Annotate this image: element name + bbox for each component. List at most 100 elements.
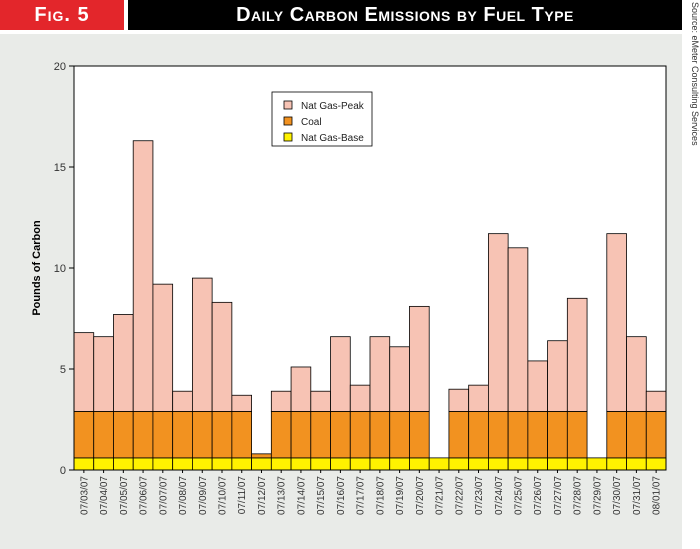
source-credit: Source: eMeter Consulting Services [690,2,700,146]
bar-coal-07-05-07 [113,411,134,459]
bar-base-07-04-07 [93,457,114,471]
bar-coal-07-10-07 [211,411,233,459]
bar-peak-07-27-07 [547,340,568,412]
bar-peak-07-22-07 [448,388,470,412]
bar-peak-07-05-07 [113,314,134,412]
bar-base-07-18-07 [369,457,391,471]
plot-frame [73,65,667,471]
x-tick-label-07-27-07: 07/27/07 [553,476,564,515]
bar-coal-07-23-07 [468,411,489,459]
bar-base-07-22-07 [448,457,470,471]
bar-peak-07-08-07 [172,390,193,412]
x-tick-label-07-28-07: 07/28/07 [573,476,584,515]
bar-peak-07-11-07 [231,394,252,412]
bar-base-07-31-07 [626,457,647,471]
bar-peak-07-18-07 [369,336,391,412]
legend-label-peak: Nat Gas-Peak [301,101,365,112]
x-tick-label-07-23-07: 07/23/07 [474,476,485,515]
bar-base-07-27-07 [547,457,568,471]
bar-peak-07-28-07 [566,297,588,412]
bar-peak-07-31-07 [626,336,647,412]
x-tick-label-07-08-07: 07/08/07 [178,476,189,515]
bar-base-07-12-07 [251,457,272,471]
bar-coal-07-17-07 [349,411,371,459]
bar-base-07-09-07 [191,457,213,471]
bar-base-07-11-07 [231,457,252,471]
bar-coal-07-06-07 [132,411,154,459]
x-tick-label-07-13-07: 07/13/07 [277,476,288,515]
bar-peak-07-06-07 [132,140,154,412]
x-tick-label-07-11-07: 07/11/07 [237,476,248,515]
bar-base-07-23-07 [468,457,489,471]
x-tick-label-07-05-07: 07/05/07 [119,476,130,515]
bar-peak-07-14-07 [290,366,312,412]
x-tick-label-07-12-07: 07/12/07 [257,476,268,515]
bar-base-07-21-07 [428,457,450,471]
x-tick-label-07-07-07: 07/07/07 [158,476,169,515]
bar-base-07-03-07 [73,457,95,471]
bar-base-07-10-07 [211,457,233,471]
bar-base-07-16-07 [330,457,351,471]
bar-base-07-30-07 [606,457,627,471]
bar-coal-07-26-07 [527,411,548,459]
bar-base-07-05-07 [113,457,134,471]
x-tick-label-08-01-07: 08/01/07 [652,476,663,515]
bar-coal-07-30-07 [606,411,627,459]
x-tick-label-07-22-07: 07/22/07 [454,476,465,515]
bar-coal-07-15-07 [310,411,331,459]
x-tick-label-07-29-07: 07/29/07 [592,476,603,515]
bar-coal-07-12-07 [251,453,272,459]
bar-coal-08-01-07 [645,411,667,459]
bar-peak-07-07-07 [152,283,174,412]
legend-label-base: Nat Gas-Base [301,133,364,144]
bar-coal-07-19-07 [389,411,410,459]
bar-coal-07-24-07 [487,411,509,459]
x-tick-label-07-17-07: 07/17/07 [356,476,367,515]
legend-swatch-coal [283,116,293,126]
x-tick-label-07-15-07: 07/15/07 [316,476,327,515]
y-axis-label: Pounds of Carbon [31,220,43,316]
bar-peak-07-13-07 [270,390,292,412]
legend-swatch-base [283,132,293,142]
bar-peak-07-09-07 [191,277,213,412]
x-tick-label-07-10-07: 07/10/07 [218,476,229,515]
y-axis: 0 5 10 15 20 [54,61,74,477]
y-tick-label-10: 10 [54,263,66,275]
bar-peak-07-10-07 [211,301,233,412]
legend-label-coal: Coal [301,117,322,128]
x-tick-label-07-25-07: 07/25/07 [514,476,525,515]
bar-peak-07-30-07 [606,233,627,412]
x-tick-label-07-14-07: 07/14/07 [296,476,307,515]
bar-coal-07-04-07 [93,411,114,459]
y-tick-label-5: 5 [60,364,66,376]
bar-peak-07-15-07 [310,390,331,412]
x-tick-label-07-30-07: 07/30/07 [612,476,623,515]
bar-base-07-26-07 [527,457,548,471]
bar-base-07-29-07 [586,457,608,471]
bar-base-07-25-07 [507,457,529,471]
x-tick-label-07-16-07: 07/16/07 [336,476,347,515]
x-tick-label-07-04-07: 07/04/07 [99,476,110,515]
bar-coal-07-03-07 [73,411,95,459]
bar-peak-07-20-07 [409,305,430,412]
bar-coal-07-20-07 [409,411,430,459]
x-tick-label-07-18-07: 07/18/07 [375,476,386,515]
bar-peak-07-19-07 [389,346,410,412]
bar-base-07-28-07 [566,457,588,471]
bar-peak-07-25-07 [507,247,529,412]
x-tick-label-07-31-07: 07/31/07 [632,476,643,515]
bar-base-07-14-07 [290,457,312,471]
bar-peak-07-23-07 [468,384,489,412]
x-tick-label-07-26-07: 07/26/07 [533,476,544,515]
bar-base-07-24-07 [487,457,509,471]
x-tick-label-07-09-07: 07/09/07 [198,476,209,515]
bar-coal-07-31-07 [626,411,647,459]
bar-base-07-07-07 [152,457,174,471]
y-tick-label-15: 15 [54,162,66,174]
bar-coal-07-07-07 [152,411,174,459]
legend: Nat Gas-Peak Coal Nat Gas-Base [271,91,373,147]
bar-peak-07-03-07 [73,332,95,412]
bar-coal-07-25-07 [507,411,529,459]
bar-coal-07-16-07 [330,411,351,459]
